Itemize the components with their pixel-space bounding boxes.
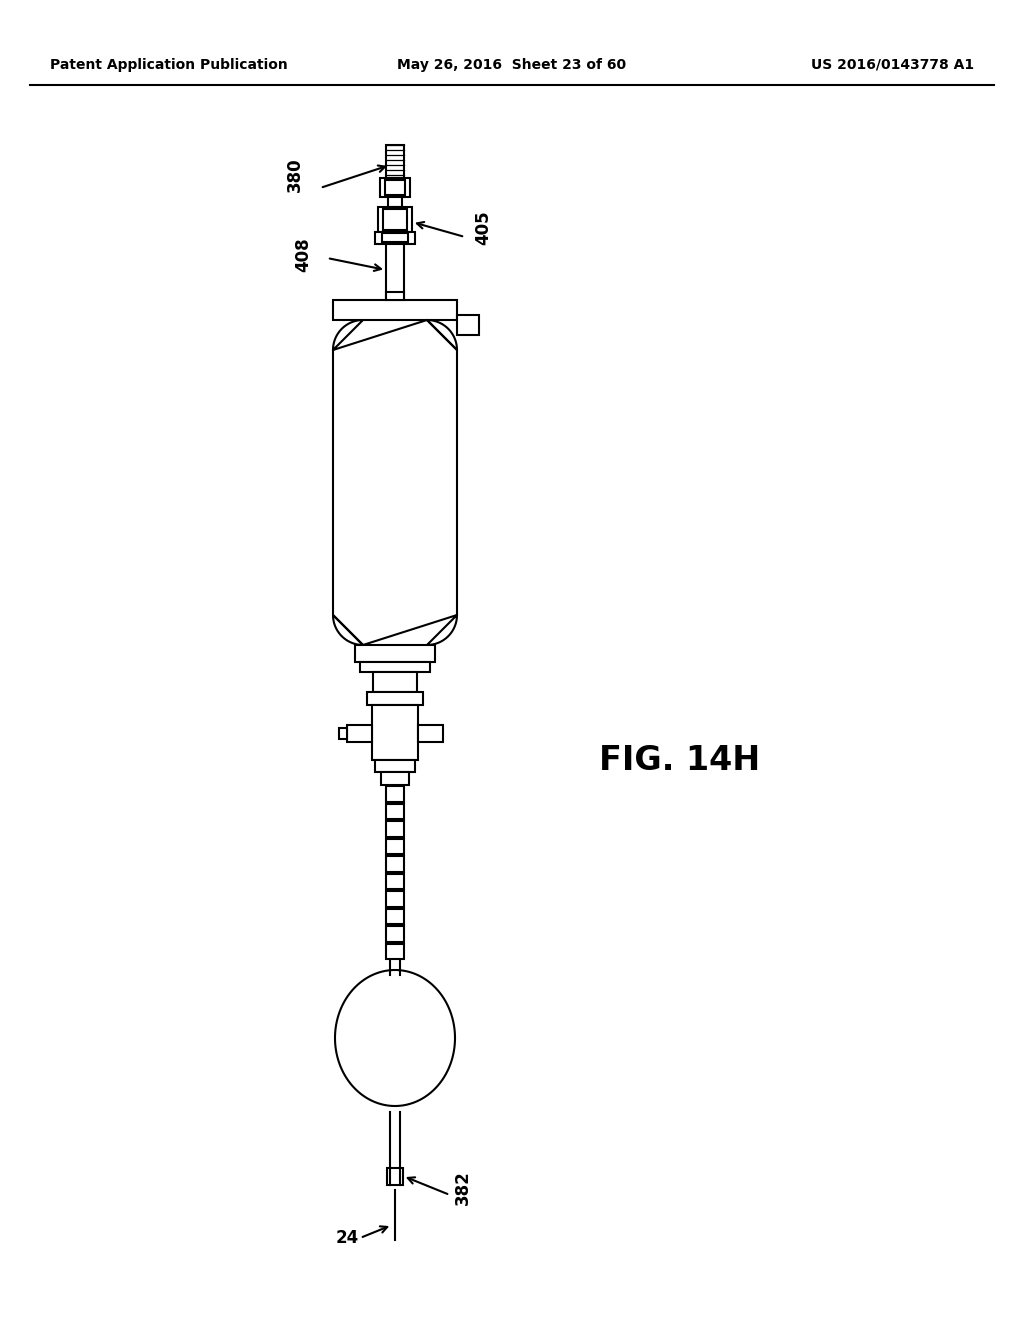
Text: US 2016/0143778 A1: US 2016/0143778 A1 (811, 58, 974, 73)
Text: Patent Application Publication: Patent Application Publication (50, 58, 288, 73)
Text: 382: 382 (454, 1171, 472, 1205)
Bar (367, 692, 423, 705)
Text: 380: 380 (286, 157, 304, 193)
Bar (386, 944, 404, 960)
Polygon shape (333, 319, 457, 645)
Bar (383, 209, 407, 230)
Bar (388, 197, 402, 207)
Bar (372, 705, 418, 760)
Bar (457, 315, 479, 335)
Text: FIG. 14H: FIG. 14H (599, 743, 761, 776)
Bar (386, 244, 404, 300)
Text: May 26, 2016  Sheet 23 of 60: May 26, 2016 Sheet 23 of 60 (397, 58, 627, 73)
Bar (378, 207, 412, 232)
Bar (387, 1168, 403, 1185)
Bar (375, 232, 415, 244)
Bar (385, 180, 406, 195)
Bar (418, 725, 443, 742)
Bar (386, 891, 404, 907)
Bar (339, 729, 347, 739)
Text: 24: 24 (336, 1229, 358, 1247)
Bar (386, 821, 404, 837)
Bar (381, 772, 409, 785)
Polygon shape (335, 970, 455, 1106)
Bar (386, 785, 404, 801)
Bar (386, 145, 404, 178)
Bar (355, 645, 435, 663)
Bar (386, 292, 404, 300)
Bar (347, 725, 372, 742)
Text: 405: 405 (474, 211, 492, 246)
Bar (386, 804, 404, 818)
Bar (373, 672, 417, 692)
Bar (375, 760, 415, 772)
Bar (386, 908, 404, 924)
Bar (386, 855, 404, 871)
Bar (386, 874, 404, 888)
Bar (382, 234, 408, 242)
Bar (386, 838, 404, 854)
Text: 408: 408 (294, 238, 312, 272)
Bar (333, 300, 457, 319)
Bar (380, 178, 410, 197)
Bar (386, 927, 404, 941)
Bar (360, 663, 430, 672)
